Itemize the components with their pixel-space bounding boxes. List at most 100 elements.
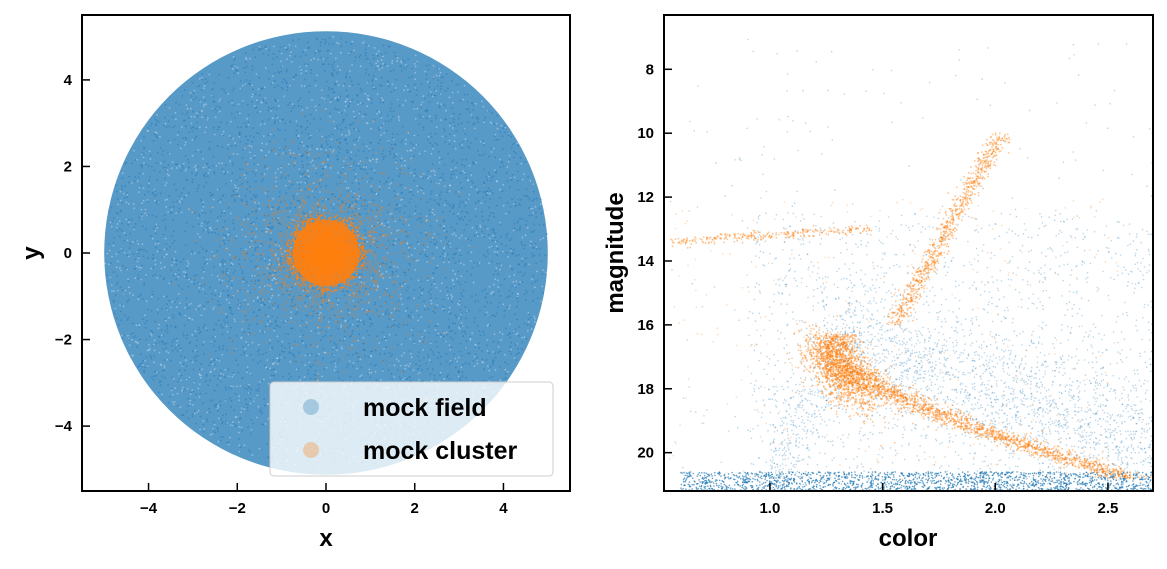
field-point <box>460 122 463 124</box>
field-point <box>383 224 386 227</box>
field-point <box>356 360 359 363</box>
field-point <box>150 329 153 332</box>
field-point <box>381 67 384 69</box>
field-point <box>472 380 475 382</box>
field-point <box>310 69 312 71</box>
field-point <box>203 87 205 90</box>
field-point <box>249 432 252 435</box>
field-point <box>239 302 242 305</box>
field-point <box>316 38 319 41</box>
field-point <box>402 324 405 326</box>
field-point <box>322 357 324 360</box>
field-point <box>146 214 149 217</box>
field-point <box>501 135 504 138</box>
field-point <box>465 223 468 226</box>
field-point <box>203 96 205 98</box>
field-point <box>395 167 398 170</box>
field-point <box>381 222 384 225</box>
field-point <box>511 143 514 146</box>
field-point <box>319 208 321 211</box>
field-point <box>151 214 154 217</box>
field-point <box>260 243 263 245</box>
field-point <box>224 164 227 166</box>
field-point <box>386 65 389 67</box>
field-point <box>442 305 444 308</box>
field-point <box>410 278 413 280</box>
field-point <box>171 234 174 237</box>
field-point <box>346 366 348 369</box>
field-point <box>397 115 400 118</box>
field-point <box>427 291 430 293</box>
field-point <box>356 290 359 292</box>
field-point <box>239 87 242 90</box>
field-point <box>528 206 530 209</box>
field-point <box>394 155 397 158</box>
field-point <box>255 99 258 102</box>
field-point <box>171 376 174 379</box>
field-point <box>416 373 419 375</box>
field-point <box>212 198 215 201</box>
field-point <box>540 300 542 303</box>
field-point <box>388 187 391 189</box>
field-point <box>489 198 491 201</box>
field-point <box>244 235 247 238</box>
field-point <box>140 166 143 169</box>
field-point <box>392 244 395 247</box>
field-point <box>322 209 325 212</box>
field-point <box>427 81 429 83</box>
field-point <box>449 246 452 248</box>
field-point <box>341 133 343 136</box>
field-point <box>164 116 166 119</box>
field-point <box>394 168 397 170</box>
field-point <box>140 213 143 216</box>
field-point <box>209 371 212 374</box>
field-point <box>451 79 453 82</box>
field-point <box>450 107 453 110</box>
field-point <box>353 127 355 130</box>
field-point <box>382 44 385 47</box>
field-point <box>452 102 454 104</box>
field-point <box>186 307 189 310</box>
field-point <box>422 177 425 180</box>
field-point <box>336 127 339 130</box>
field-point <box>263 166 266 169</box>
field-point <box>151 166 153 168</box>
field-point <box>291 103 294 105</box>
field-point <box>236 189 239 192</box>
field-point <box>304 188 307 190</box>
field-point <box>300 72 303 75</box>
field-point <box>201 116 204 119</box>
field-point <box>433 199 436 202</box>
field-point <box>227 100 230 103</box>
field-point <box>456 215 459 218</box>
field-point <box>438 106 441 109</box>
field-point <box>379 139 382 141</box>
field-point <box>413 172 416 175</box>
field-point <box>328 134 331 137</box>
field-point <box>314 105 317 108</box>
field-point <box>348 102 351 105</box>
field-point <box>488 352 490 354</box>
field-point <box>521 236 524 239</box>
field-point <box>280 356 283 358</box>
field-point <box>400 364 402 367</box>
field-point <box>387 140 390 143</box>
field-point <box>233 320 236 323</box>
field-point <box>251 454 254 456</box>
field-point <box>122 293 125 295</box>
field-point <box>126 268 128 271</box>
field-point <box>305 54 307 56</box>
field-point <box>138 172 141 175</box>
field-point <box>508 211 511 214</box>
field-point <box>176 339 179 342</box>
field-point <box>307 369 310 371</box>
field-point <box>174 326 177 329</box>
field-point <box>412 194 415 197</box>
field-point <box>197 305 200 307</box>
field-point <box>172 219 175 221</box>
field-point <box>200 224 203 227</box>
field-point <box>245 79 248 81</box>
field-point <box>289 360 292 363</box>
field-point <box>150 296 153 298</box>
field-point <box>425 175 427 178</box>
